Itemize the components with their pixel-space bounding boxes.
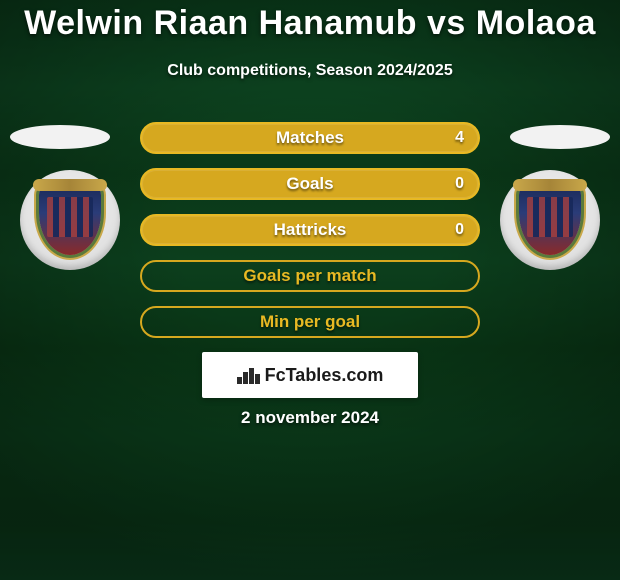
club-crest-left: [20, 170, 120, 270]
snapshot-date: 2 november 2024: [0, 408, 620, 428]
stat-row-goals-per-match: Goals per match: [140, 260, 480, 292]
stat-value: 4: [455, 129, 464, 147]
stat-label: Hattricks: [274, 220, 347, 240]
site-name: FcTables.com: [265, 365, 384, 386]
stat-value: 0: [455, 175, 464, 193]
stat-row-goals: Goals 0: [140, 168, 480, 200]
branding-box: FcTables.com: [202, 352, 418, 398]
comparison-subtitle: Club competitions, Season 2024/2025: [0, 62, 620, 80]
comparison-title: Welwin Riaan Hanamub vs Molaoa: [0, 4, 620, 43]
stat-label: Min per goal: [260, 312, 360, 332]
player-right-photo-placeholder: [510, 125, 610, 149]
stat-label: Matches: [276, 128, 344, 148]
stat-value: 0: [455, 221, 464, 239]
stat-label: Goals per match: [243, 266, 376, 286]
stat-label: Goals: [286, 174, 333, 194]
player-left-photo-placeholder: [10, 125, 110, 149]
stat-row-matches: Matches 4: [140, 122, 480, 154]
stat-row-min-per-goal: Min per goal: [140, 306, 480, 338]
stat-row-hattricks: Hattricks 0: [140, 214, 480, 246]
shield-icon: [39, 185, 101, 255]
shield-icon: [519, 185, 581, 255]
club-crest-right: [500, 170, 600, 270]
bar-chart-icon: [237, 366, 259, 384]
stat-bars: Matches 4 Goals 0 Hattricks 0 Goals per …: [140, 122, 480, 352]
